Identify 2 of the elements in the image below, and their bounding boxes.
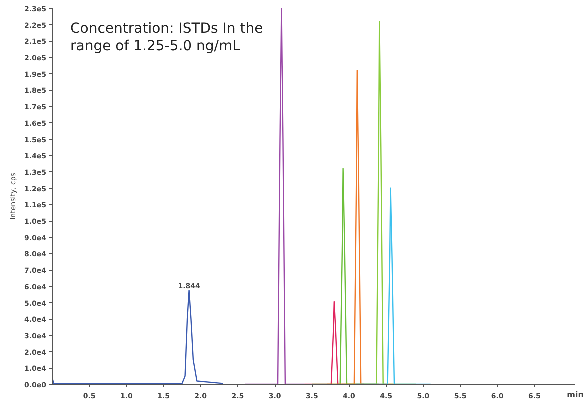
x-axis-title: min xyxy=(567,390,584,400)
text: Concentration: ISTDs In the range of 1.25-5.0 ng/mL xyxy=(70,20,264,54)
